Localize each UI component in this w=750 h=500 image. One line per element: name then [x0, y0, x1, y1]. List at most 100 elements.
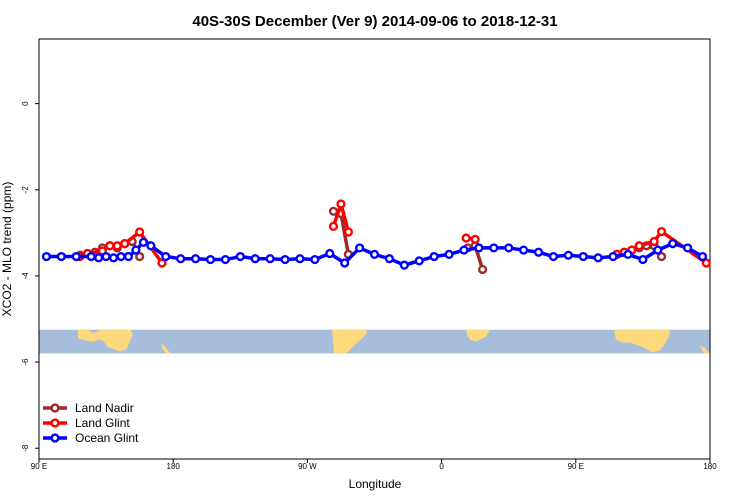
data-point	[71, 251, 81, 262]
map-strip	[39, 329, 710, 354]
data-point	[120, 239, 130, 249]
data-point	[295, 254, 305, 264]
y-axis: 0 -2 -4 -6 -8	[21, 101, 39, 452]
data-point	[656, 226, 667, 237]
data-point	[343, 227, 354, 237]
data-point	[265, 254, 275, 264]
land-shape	[161, 343, 171, 354]
series-ocean-glint	[41, 237, 708, 270]
data-point	[384, 254, 395, 264]
legend-swatch-marker	[50, 433, 60, 443]
y-tick-label: -2	[21, 186, 30, 194]
y-tick-label: 0	[21, 101, 30, 106]
x-tick-label: 180	[703, 462, 717, 471]
data-point	[220, 254, 230, 265]
data-point	[310, 254, 320, 265]
data-point	[146, 241, 156, 251]
land-shape	[332, 329, 367, 354]
data-point	[504, 243, 514, 253]
x-tick-label: 90 E	[568, 462, 584, 471]
data-point	[123, 251, 134, 262]
data-point	[157, 258, 167, 268]
y-tick-label: -4	[21, 272, 30, 280]
legend-swatch-marker	[50, 403, 60, 413]
plot-frame	[38, 38, 711, 460]
data-point	[444, 249, 454, 259]
land-shape	[614, 329, 670, 353]
y-tick-label: -8	[21, 444, 30, 452]
data-point	[340, 258, 350, 268]
series-layer	[41, 199, 711, 275]
data-point	[328, 221, 339, 231]
x-tick-label: 180	[167, 462, 181, 471]
data-point	[280, 254, 290, 265]
x-tick-label: 90 E	[31, 462, 47, 471]
legend-label: Land Glint	[75, 416, 130, 430]
data-point	[461, 233, 471, 243]
data-point	[108, 253, 119, 263]
x-tick-label: 90 W	[298, 462, 317, 471]
y-tick-label: -6	[21, 358, 30, 366]
data-point	[459, 245, 469, 255]
data-point	[683, 243, 693, 253]
data-point	[656, 251, 667, 262]
data-point	[638, 254, 648, 265]
data-point	[533, 247, 544, 257]
data-point	[489, 243, 499, 253]
data-point	[235, 251, 245, 262]
x-axis-label: Longitude	[349, 477, 402, 491]
data-point	[94, 253, 104, 263]
data-point	[593, 253, 603, 263]
data-point	[325, 248, 335, 259]
land-shape	[78, 329, 133, 352]
data-point	[429, 251, 439, 262]
data-point	[369, 249, 380, 259]
data-point	[634, 241, 644, 251]
data-point	[701, 258, 711, 268]
data-point	[131, 245, 141, 255]
data-point	[101, 251, 111, 262]
data-point	[354, 243, 365, 253]
data-point	[668, 239, 678, 249]
data-point	[414, 256, 424, 266]
data-point	[653, 245, 663, 255]
data-point	[135, 227, 145, 237]
legend-label: Land Nadir	[75, 401, 134, 415]
data-point	[41, 251, 52, 262]
data-point	[649, 236, 659, 247]
data-point	[470, 234, 480, 244]
land-shape	[700, 345, 710, 354]
x-axis: 90 E 180 90 W 0 90 E 180	[31, 459, 717, 471]
data-point	[328, 206, 339, 216]
data-point	[112, 241, 122, 251]
land-shape	[466, 329, 490, 342]
data-point	[105, 241, 115, 251]
data-point	[161, 251, 171, 262]
chart-title: 40S-30S December (Ver 9) 2014-09-06 to 2…	[192, 13, 557, 30]
data-point	[474, 243, 484, 253]
legend-swatch-marker	[50, 418, 60, 428]
data-point	[56, 251, 66, 262]
data-point	[205, 254, 216, 265]
data-point	[519, 245, 529, 255]
data-point	[86, 251, 96, 262]
data-point	[190, 254, 201, 264]
data-point	[478, 264, 488, 275]
x-tick-label: 0	[439, 462, 444, 471]
data-point	[250, 254, 260, 264]
data-point	[176, 254, 186, 264]
data-point	[135, 251, 145, 262]
data-point	[138, 237, 148, 247]
data-point	[697, 251, 708, 262]
data-point	[399, 260, 409, 270]
data-point	[116, 251, 126, 262]
ocean-band	[39, 329, 710, 354]
data-point	[608, 251, 618, 262]
legend-label: Ocean Glint	[75, 431, 139, 445]
y-axis-label: XCO2 - MLO trend (ppm)	[0, 182, 14, 317]
data-point	[578, 251, 588, 262]
data-point	[548, 251, 559, 262]
data-point	[623, 249, 633, 259]
